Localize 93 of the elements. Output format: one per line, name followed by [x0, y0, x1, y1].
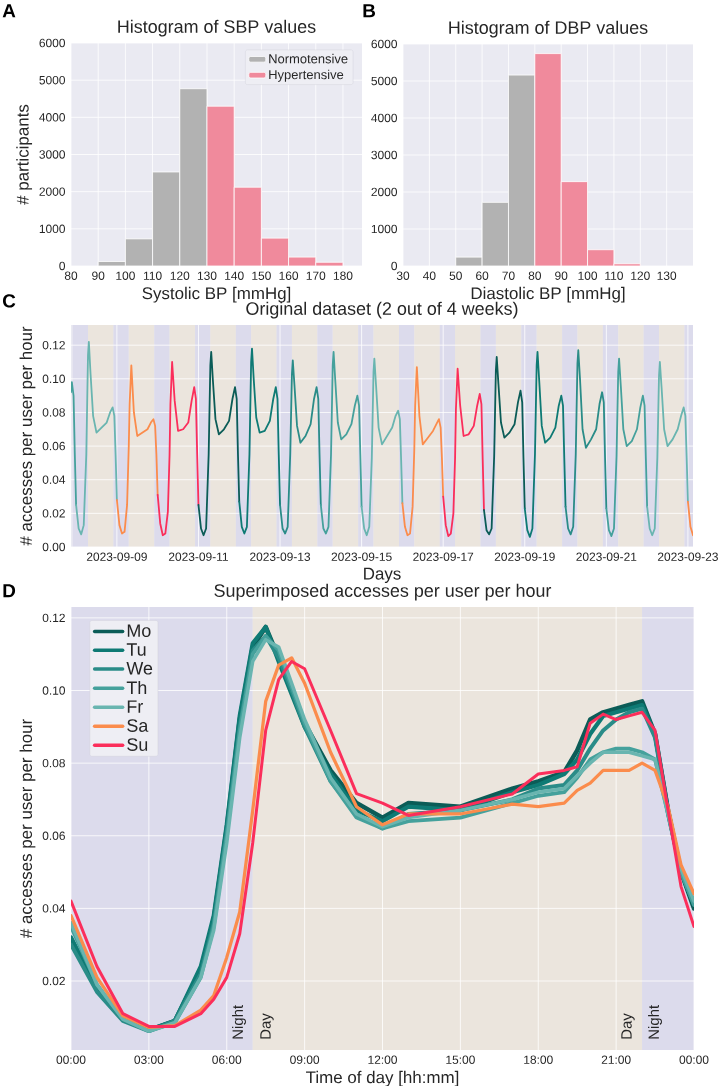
x-tick-label: 130: [657, 271, 677, 280]
x-tick-label: 170: [306, 271, 326, 280]
x-axis-title: Time of day [hh:mm]: [306, 1070, 459, 1086]
legend-label: We: [126, 662, 153, 675]
x-tick-label: 180: [333, 271, 353, 280]
x-tick-label: 2023-09-23: [657, 552, 718, 561]
y-tick-label: 6000: [39, 38, 66, 48]
x-tick-label: 2023-09-15: [331, 552, 392, 561]
chart-title: Superimposed accesses per user per hour: [214, 583, 552, 601]
text: B: [363, 4, 376, 18]
legend-label: Su: [127, 738, 148, 751]
y-tick-label: 0.04: [42, 475, 66, 484]
x-tick-label: 2023-09-19: [494, 552, 555, 561]
y-tick-label: 0: [59, 261, 66, 271]
text: C: [2, 294, 16, 308]
x-tick-label: 110: [605, 271, 623, 280]
x-tick-label: 60: [476, 271, 489, 280]
y-axis-title: # accesses per user per hour: [19, 719, 36, 939]
x-tick-label: 12:00: [368, 1055, 397, 1064]
x-tick-label: 21:00: [601, 1055, 631, 1064]
x-tick-label: 00:00: [679, 1055, 709, 1064]
x-tick-label: 2023-09-09: [86, 552, 147, 561]
x-axis-title: Systolic BP [mmHg]: [142, 286, 291, 303]
chart-title: Histogram of DBP values: [449, 20, 648, 38]
x-tick-label: 100: [578, 271, 598, 280]
y-tick-label: 0.12: [42, 613, 65, 623]
y-tick-label: 3000: [39, 150, 66, 159]
x-tick-label: 160: [279, 271, 299, 280]
annotation: Day: [260, 1013, 274, 1039]
annotation: Night: [648, 1005, 662, 1039]
y-tick-label: 0.10: [42, 374, 66, 384]
x-tick-label: 110: [143, 271, 162, 280]
x-tick-label: 00:00: [56, 1055, 86, 1064]
y-tick-label: 0.02: [42, 509, 65, 518]
legend-label: Fr: [127, 700, 143, 713]
x-axis-title: Days: [364, 567, 401, 583]
x-tick-label: 09:00: [290, 1055, 320, 1064]
x-tick-label: 90: [555, 271, 568, 280]
x-tick-label: 140: [225, 271, 244, 280]
y-tick-label: 2000: [371, 187, 398, 197]
x-tick-label: 120: [631, 271, 650, 280]
y-tick-label: 0.08: [42, 758, 65, 768]
y-tick-label: 0.08: [42, 408, 65, 417]
y-tick-label: 0.10: [42, 686, 66, 695]
y-tick-label: 0.06: [42, 831, 65, 840]
y-tick-label: 1000: [371, 224, 398, 234]
y-tick-label: 0.00: [42, 542, 66, 552]
legend-label: Normotensive: [269, 53, 348, 64]
legend-label: Mo: [127, 624, 151, 637]
x-tick-label: 100: [116, 271, 135, 280]
text: D: [3, 584, 16, 598]
x-tick-label: 18:00: [524, 1055, 553, 1064]
x-tick-label: 50: [449, 271, 462, 280]
y-tick-label: 5000: [371, 76, 398, 86]
chart-title: Original dataset (2 out of 4 weeks): [246, 301, 518, 319]
y-tick-label: 0.02: [42, 976, 65, 986]
y-tick-label: 2000: [39, 187, 66, 196]
y-tick-label: 4000: [39, 113, 66, 122]
y-tick-label: 1000: [39, 224, 66, 234]
y-tick-label: 0.12: [42, 340, 65, 350]
annotation: Night: [232, 1005, 246, 1039]
legend-label: Th: [126, 680, 147, 694]
x-tick-label: 120: [170, 271, 190, 280]
y-tick-label: 0.04: [42, 904, 66, 913]
annotation: Day: [621, 1013, 635, 1039]
y-tick-label: 4000: [371, 113, 398, 123]
x-tick-label: 2023-09-21: [576, 552, 637, 561]
y-axis-title: # accesses per user per hour: [19, 326, 36, 546]
y-tick-label: 0: [391, 261, 398, 271]
y-tick-label: 0.06: [42, 441, 65, 451]
x-tick-label: 130: [197, 271, 217, 280]
text: A: [2, 4, 16, 18]
x-tick-label: 40: [423, 271, 436, 280]
x-tick-label: 80: [528, 271, 542, 280]
x-tick-label: 2023-09-11: [168, 552, 228, 561]
x-tick-label: 150: [252, 271, 271, 280]
x-tick-label: 06:00: [212, 1055, 242, 1064]
x-tick-label: 70: [502, 271, 515, 280]
legend-label: Sa: [127, 719, 149, 732]
x-tick-label: 15:00: [446, 1055, 475, 1064]
x-tick-label: 03:00: [134, 1055, 164, 1064]
x-tick-label: 2023-09-13: [250, 552, 311, 561]
x-tick-label: 2023-09-17: [413, 552, 474, 561]
x-tick-label: 90: [92, 271, 105, 280]
legend-label: Tu: [126, 643, 146, 656]
y-tick-label: 6000: [371, 39, 398, 49]
y-tick-label: 3000: [371, 150, 398, 160]
y-tick-label: 5000: [39, 75, 66, 85]
x-tick-label: 80: [64, 271, 78, 280]
chart-title: Histogram of SBP values: [118, 19, 316, 37]
y-axis-title: # participants: [16, 104, 33, 205]
legend-label: Hypertensive: [269, 69, 344, 82]
x-tick-label: 30: [396, 271, 410, 280]
